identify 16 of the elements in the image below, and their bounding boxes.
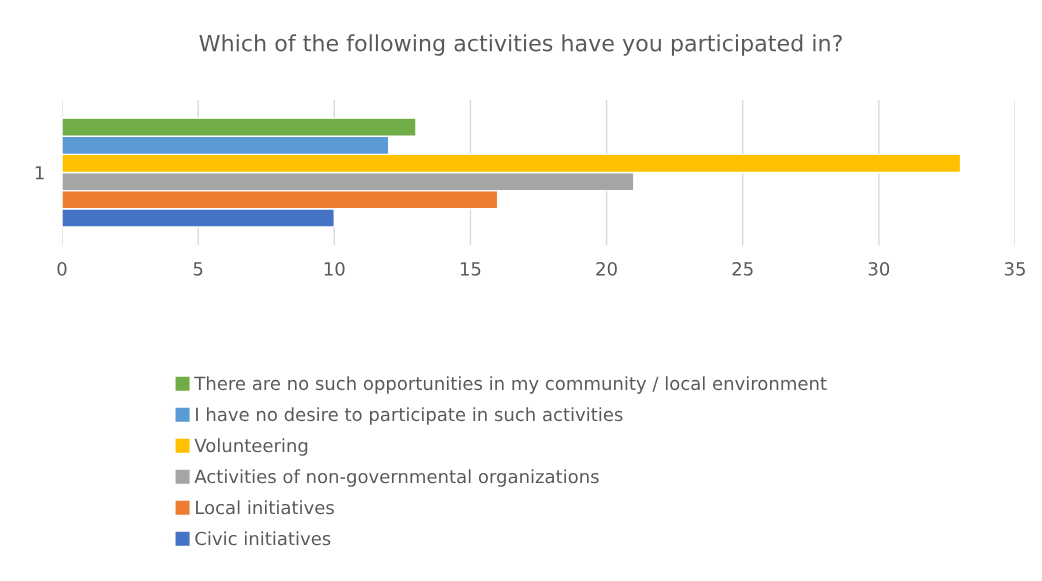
legend-label: There are no such opportunities in my community / local environment <box>194 376 827 394</box>
x-tick-label: 0 <box>57 261 67 276</box>
x-tick-label: 5 <box>193 262 203 276</box>
x-tick-label: 30 <box>868 261 890 276</box>
y-tick-label: 1 <box>35 166 44 180</box>
legend-label: Volunteering <box>194 438 308 456</box>
x-tick-label: 15 <box>460 262 481 276</box>
x-tick-label: 20 <box>596 261 617 276</box>
x-tick-label: 25 <box>732 261 753 276</box>
legend-label: Activities of non-governmental organizations <box>194 469 599 487</box>
legend-label: Civic initiatives <box>195 531 331 546</box>
chart-title: Which of the following activities have you participated in? <box>199 34 842 56</box>
legend-label: I have no desire to participate in such activities <box>196 407 623 425</box>
x-tick-label: 10 <box>324 261 345 276</box>
x-tick-label: 35 <box>1004 261 1025 276</box>
legend-label: Local initiatives <box>196 500 334 515</box>
